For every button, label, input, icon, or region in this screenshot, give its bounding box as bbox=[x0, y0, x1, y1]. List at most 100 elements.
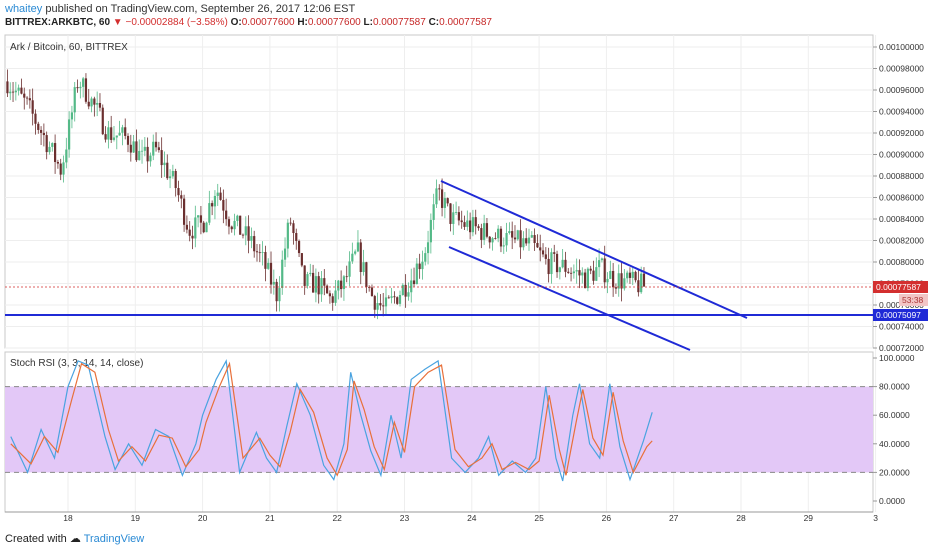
candle bbox=[530, 231, 533, 238]
candle bbox=[544, 247, 547, 265]
candle-body bbox=[592, 270, 595, 281]
candle-body bbox=[356, 242, 360, 252]
candle bbox=[634, 270, 637, 283]
candle-body bbox=[168, 176, 172, 179]
candle-body bbox=[213, 195, 217, 207]
candle-body bbox=[620, 273, 623, 289]
candle-body bbox=[575, 270, 578, 272]
candle bbox=[219, 187, 222, 201]
candle-body bbox=[488, 236, 491, 243]
candle-body bbox=[93, 98, 96, 105]
candle bbox=[104, 126, 107, 143]
last-price-text: 0.00077587 bbox=[876, 282, 921, 292]
candle bbox=[39, 126, 43, 145]
candle-body bbox=[365, 262, 368, 288]
candle-body bbox=[174, 170, 177, 189]
candle bbox=[244, 216, 247, 246]
candle bbox=[623, 269, 626, 291]
candle-body bbox=[432, 204, 435, 220]
candle bbox=[426, 230, 430, 265]
candle-body bbox=[188, 229, 191, 236]
tradingview-logo-icon[interactable]: ☁ bbox=[69, 533, 81, 545]
candle-body bbox=[474, 217, 477, 227]
rsi-tick-label: 0.0000 bbox=[879, 496, 905, 506]
candle-body bbox=[79, 86, 82, 89]
rsi-tick-label: 20.0000 bbox=[879, 467, 910, 477]
candle bbox=[368, 285, 371, 292]
x-tick-label: 18 bbox=[63, 513, 73, 523]
candle bbox=[460, 210, 463, 229]
candle-body bbox=[129, 144, 132, 153]
candle-body bbox=[45, 135, 48, 153]
candle-body bbox=[471, 217, 475, 233]
candle bbox=[160, 137, 163, 178]
candle bbox=[236, 214, 239, 227]
candle-body bbox=[250, 236, 253, 241]
author-link[interactable]: whaitey bbox=[5, 3, 43, 15]
candle-body bbox=[412, 280, 416, 285]
candle-body bbox=[152, 141, 155, 156]
candle bbox=[628, 267, 632, 284]
x-tick-label: 3 bbox=[873, 513, 878, 523]
candle bbox=[166, 154, 169, 180]
candle bbox=[42, 123, 45, 147]
candle-body bbox=[449, 203, 452, 224]
candle-body bbox=[612, 270, 615, 288]
candle bbox=[283, 237, 287, 267]
candle-body bbox=[239, 215, 242, 235]
candle-body bbox=[65, 149, 68, 163]
candle-body bbox=[300, 253, 303, 266]
candle bbox=[351, 242, 354, 264]
candle bbox=[575, 258, 578, 284]
candle bbox=[261, 241, 264, 266]
candle bbox=[230, 225, 233, 233]
candle-body bbox=[292, 223, 295, 234]
candle bbox=[115, 135, 118, 150]
candle bbox=[278, 276, 281, 312]
candle bbox=[449, 203, 452, 232]
candle-body bbox=[628, 272, 632, 278]
candle-body bbox=[132, 141, 135, 153]
candle bbox=[180, 190, 183, 209]
candle bbox=[191, 225, 194, 250]
change-value: −0.00002884 (−3.58%) bbox=[125, 17, 228, 28]
candle-body bbox=[177, 188, 180, 196]
candle-body bbox=[530, 235, 533, 238]
y-tick-label: 0.00096000 bbox=[879, 85, 924, 95]
candle bbox=[253, 230, 256, 258]
candle bbox=[264, 245, 267, 282]
candle bbox=[135, 129, 138, 162]
candle bbox=[247, 215, 250, 254]
candle bbox=[309, 263, 312, 277]
candle bbox=[382, 292, 385, 317]
candle-body bbox=[404, 284, 407, 297]
candle-body bbox=[185, 224, 188, 230]
candle-body bbox=[163, 162, 166, 166]
candle bbox=[342, 274, 346, 301]
candle-body bbox=[202, 222, 205, 233]
candle bbox=[163, 151, 166, 177]
candle-body bbox=[112, 137, 116, 140]
candle bbox=[107, 120, 110, 149]
candle bbox=[483, 214, 486, 245]
candle bbox=[171, 164, 174, 179]
candle bbox=[317, 271, 320, 304]
candle bbox=[384, 288, 388, 315]
candle-body bbox=[115, 135, 118, 138]
close-label: C: bbox=[428, 17, 440, 28]
candle-body bbox=[547, 258, 550, 275]
candle bbox=[485, 217, 489, 239]
tradingview-link[interactable]: TradingView bbox=[83, 533, 145, 545]
candle-body bbox=[126, 135, 130, 145]
candle-body bbox=[59, 163, 62, 175]
candle-body bbox=[606, 278, 609, 283]
candle bbox=[541, 243, 545, 258]
candle bbox=[6, 69, 9, 97]
candle bbox=[14, 81, 17, 101]
candle-body bbox=[435, 188, 438, 205]
candle bbox=[84, 73, 88, 104]
candle bbox=[508, 222, 511, 235]
candle-body bbox=[208, 203, 211, 223]
candle bbox=[457, 206, 461, 226]
